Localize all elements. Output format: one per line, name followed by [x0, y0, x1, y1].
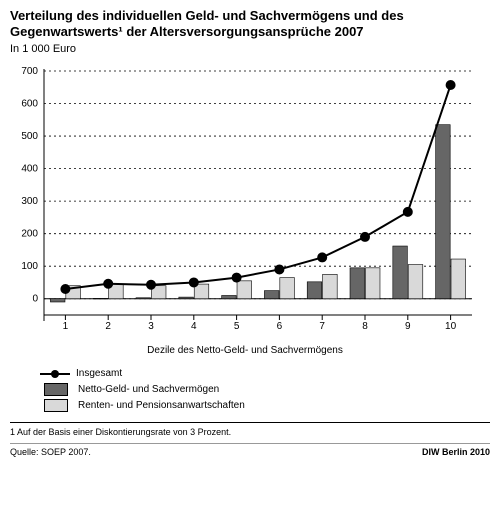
- legend-item-renten: Renten- und Pensionsanwartschaften: [40, 398, 490, 414]
- publisher-text: DIW Berlin 2010: [422, 447, 490, 457]
- publisher-label: DIW Berlin 2010: [422, 447, 490, 457]
- legend-label: Netto-Geld- und Sachvermögen: [78, 384, 219, 395]
- svg-text:400: 400: [21, 163, 38, 174]
- svg-text:500: 500: [21, 131, 38, 142]
- svg-text:6: 6: [277, 321, 283, 332]
- swatch-icon: [44, 383, 68, 396]
- legend-label: Renten- und Pensionsanwartschaften: [78, 400, 245, 411]
- chart-svg: 0 100 200 300 400 500 600 700 1 2 3 4 5 6 7 8 9 10: [10, 63, 480, 343]
- svg-text:7: 7: [319, 321, 325, 332]
- x-axis-title: Dezile des Netto-Geld- und Sachvermögens: [10, 345, 480, 356]
- svg-text:0: 0: [32, 293, 38, 304]
- svg-text:4: 4: [191, 321, 197, 332]
- line-marker-icon: [40, 373, 70, 375]
- svg-text:9: 9: [405, 321, 411, 332]
- svg-text:700: 700: [21, 66, 38, 77]
- source-text: Quelle: SOEP 2007.: [10, 447, 91, 457]
- title-line-2: Gegenwartswerts¹ der Altersversorgungsan…: [10, 24, 364, 39]
- legend-item-netto: Netto-Geld- und Sachvermögen: [40, 382, 490, 398]
- chart-area: 0 100 200 300 400 500 600 700 1 2 3 4 5 6 7 8 9 10: [10, 63, 490, 343]
- legend-item-insgesamt: Insgesamt: [40, 366, 490, 382]
- svg-text:200: 200: [21, 228, 38, 239]
- svg-text:2: 2: [105, 321, 111, 332]
- legend: Insgesamt Netto-Geld- und Sachvermögen R…: [10, 366, 490, 414]
- svg-text:5: 5: [234, 321, 240, 332]
- svg-text:100: 100: [21, 261, 38, 272]
- svg-text:8: 8: [362, 321, 368, 332]
- chart-subtitle: In 1 000 Euro: [10, 43, 490, 55]
- legend-label: Insgesamt: [76, 368, 122, 379]
- footnote: 1 Auf der Basis einer Diskontierungsrate…: [10, 422, 490, 437]
- svg-text:1: 1: [63, 321, 69, 332]
- swatch-icon: [44, 399, 68, 412]
- svg-text:300: 300: [21, 196, 38, 207]
- svg-text:10: 10: [445, 321, 457, 332]
- svg-text:600: 600: [21, 98, 38, 109]
- title-line-1: Verteilung des individuellen Geld- und S…: [10, 8, 404, 23]
- chart-title: Verteilung des individuellen Geld- und S…: [10, 8, 490, 41]
- svg-text:3: 3: [148, 321, 154, 332]
